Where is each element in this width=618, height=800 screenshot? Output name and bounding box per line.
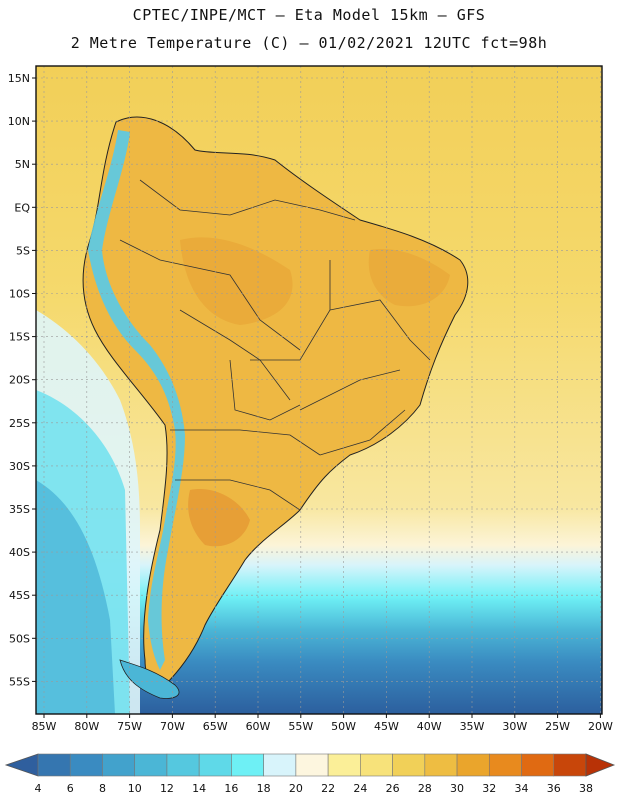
colorbar-label: 28 [418,782,432,795]
lat-label: 5S [16,244,30,257]
lon-label: 85W [32,720,57,733]
lat-label: 10S [9,288,30,301]
lat-label: 35S [9,503,30,516]
colorbar-label: 34 [515,782,529,795]
colorbar-swatch [37,753,71,777]
lat-label: 20S [9,374,30,387]
lon-label: 45W [374,720,399,733]
lon-label: 20W [588,720,613,733]
colorbar-label: 12 [160,782,174,795]
lon-label: 35W [460,720,485,733]
colorbar-low-arrow [4,753,39,777]
country-borders [119,179,431,511]
colorbar-label: 38 [579,782,593,795]
lat-label: 55S [9,675,30,688]
colorbar-label: 14 [192,782,206,795]
colorbar-label: 20 [289,782,303,795]
lon-label: 75W [117,720,142,733]
colorbar-label: 24 [353,782,367,795]
colorbar-swatch [295,753,329,777]
lon-label: 60W [246,720,271,733]
colorbar-swatch [521,753,555,777]
lon-label: 30W [502,720,527,733]
lon-label: 55W [288,720,313,733]
lat-label: 40S [9,546,30,559]
lat-label: 30S [9,460,30,473]
colorbar-label: 32 [482,782,496,795]
colorbar-swatch [69,753,103,777]
colorbar-label: 10 [128,782,142,795]
lon-label: 65W [203,720,228,733]
colorbar-swatch [327,753,361,777]
lat-label: 45S [9,589,30,602]
lon-label: 70W [160,720,185,733]
colorbar-label: 18 [257,782,271,795]
chart-title-line2: 2 Metre Temperature (C) – 01/02/2021 12U… [70,34,548,52]
lat-label: EQ [14,201,30,214]
colorbar-swatch [134,753,168,777]
lon-label: 40W [417,720,442,733]
lon-label: 50W [331,720,356,733]
colorbar-swatch [231,753,264,777]
colorbar-label: 8 [99,782,106,795]
graticule [36,66,602,714]
colorbar-swatch [456,753,490,777]
colorbar-label: 4 [35,782,42,795]
lat-label: 5N [15,158,30,171]
colorbar-label: 22 [321,782,335,795]
longitude-labels: 85W 80W 75W 70W 65W 60W 55W 50W 45W 40W 35W 30W 25W 2… [32,714,613,733]
lat-label: 50S [9,632,30,645]
lat-label: 15S [9,331,30,344]
colorbar: 4 6 8 10 12 14 16 18 20 22 24 26 28 30 32 34 36 38 [4,753,616,795]
lon-label: 25W [545,720,570,733]
hot-region-argentina [188,489,250,547]
temperature-map: 15N 10N 5N EQ 5S 10S 15S 20S 25S 30S 35S 40S 45S 50S 5… [4,65,616,795]
colorbar-swatch [102,753,136,777]
map-frame [35,65,603,715]
colorbar-swatch [392,753,426,777]
chart-title-line1: CPTEC/INPE/MCT – Eta Model 15km – GFS [132,6,486,24]
colorbar-swatch [198,753,232,777]
colorbar-label: 30 [450,782,464,795]
colorbar-label: 6 [67,782,74,795]
colorbar-high-arrow [585,753,616,777]
colorbar-swatch [263,753,297,777]
colorbar-label: 26 [386,782,400,795]
colorbar-swatch [360,753,393,777]
lat-label: 15N [8,72,30,85]
lat-label: 25S [9,417,30,430]
colorbar-swatch [424,753,458,777]
latitude-labels: 15N 10N 5N EQ 5S 10S 15S 20S 25S 30S 35S 40S 45S 50S 5… [8,72,36,688]
colorbar-label: 16 [224,782,238,795]
colorbar-swatch [553,753,587,777]
colorbar-swatch [166,753,200,777]
lon-label: 80W [74,720,99,733]
colorbar-swatch [488,753,522,777]
colorbar-label: 36 [547,782,561,795]
lat-label: 10N [8,115,30,128]
map-field [36,66,602,714]
